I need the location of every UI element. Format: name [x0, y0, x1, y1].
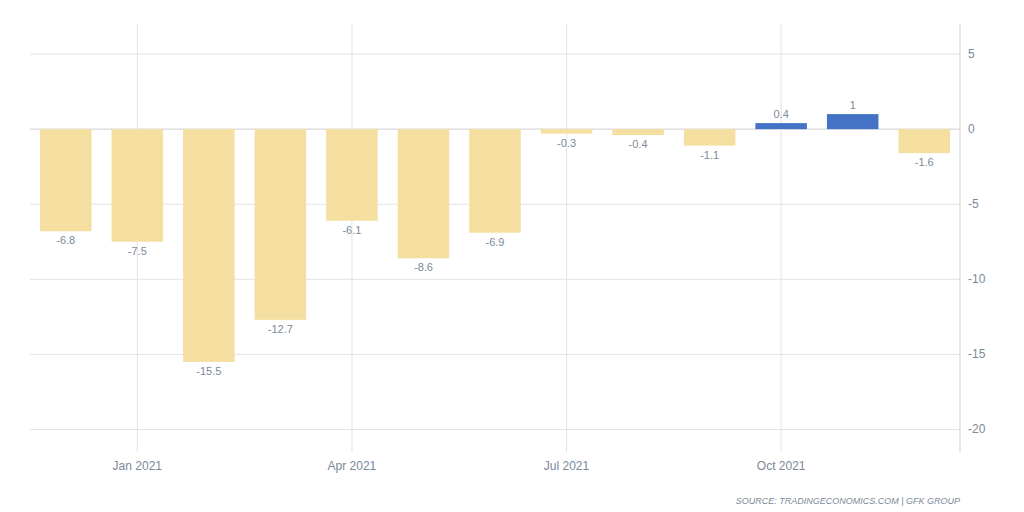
bar: [898, 129, 950, 153]
y-tick-label: -20: [968, 422, 986, 436]
bars: [40, 114, 950, 362]
bar: [40, 129, 92, 231]
x-tick-label: Jan 2021: [113, 459, 163, 473]
y-grid-line: [30, 279, 960, 280]
data-label: -0.3: [557, 137, 576, 149]
x-tick-label: Apr 2021: [328, 459, 377, 473]
bar: [326, 129, 378, 221]
data-label: -0.4: [629, 138, 648, 150]
x-tick-label: Oct 2021: [757, 459, 806, 473]
chart: 5 0 -5 -10 -15 -20 Jan 2021 Apr 2021 Jul 2021 Oct…: [0, 0, 1024, 512]
data-labels: -6.8 -7.5 -15.5 -12.7 -6.1 -8.6 -6.9 -0.3 -0.4 -1…: [56, 99, 933, 377]
data-label: -1.6: [915, 156, 934, 168]
source-note: SOURCE: TRADINGECONOMICS.COM | GFK GROUP: [736, 496, 960, 506]
data-label: -8.6: [414, 261, 433, 273]
data-label: -15.5: [196, 365, 221, 377]
y-axis-line: [960, 24, 961, 452]
y-grid-line: [30, 54, 960, 55]
y-tick-label: -15: [968, 347, 986, 361]
x-grid-line: [566, 24, 567, 452]
data-label: -6.9: [486, 236, 505, 248]
bar: [684, 129, 736, 146]
axes: 5 0 -5 -10 -15 -20 Jan 2021 Apr 2021 Jul 2021 Oct…: [113, 24, 986, 473]
x-tick-label: Jul 2021: [544, 459, 590, 473]
y-grid-line: [30, 354, 960, 355]
bar: [469, 129, 521, 233]
y-grid-line: [30, 429, 960, 430]
bar: [612, 129, 664, 135]
bar: [112, 129, 164, 242]
y-tick-label: 0: [968, 122, 975, 136]
bar: [255, 129, 307, 320]
data-label: 1: [850, 99, 856, 111]
data-label: 0.4: [774, 108, 789, 120]
x-grid-line: [781, 24, 782, 452]
bar: [398, 129, 450, 258]
data-label: -12.7: [268, 323, 293, 335]
x-grid-line: [351, 24, 352, 452]
data-label: -1.1: [700, 149, 719, 161]
data-label: -6.1: [342, 224, 361, 236]
grid: [30, 24, 960, 452]
y-tick-label: -10: [968, 272, 986, 286]
data-label: -7.5: [128, 245, 147, 257]
bar: [755, 123, 807, 129]
bar: [827, 114, 879, 129]
bar: [183, 129, 235, 362]
bar: [541, 129, 593, 134]
y-tick-label: -5: [968, 197, 979, 211]
y-tick-label: 5: [968, 47, 975, 61]
data-label: -6.8: [56, 234, 75, 246]
